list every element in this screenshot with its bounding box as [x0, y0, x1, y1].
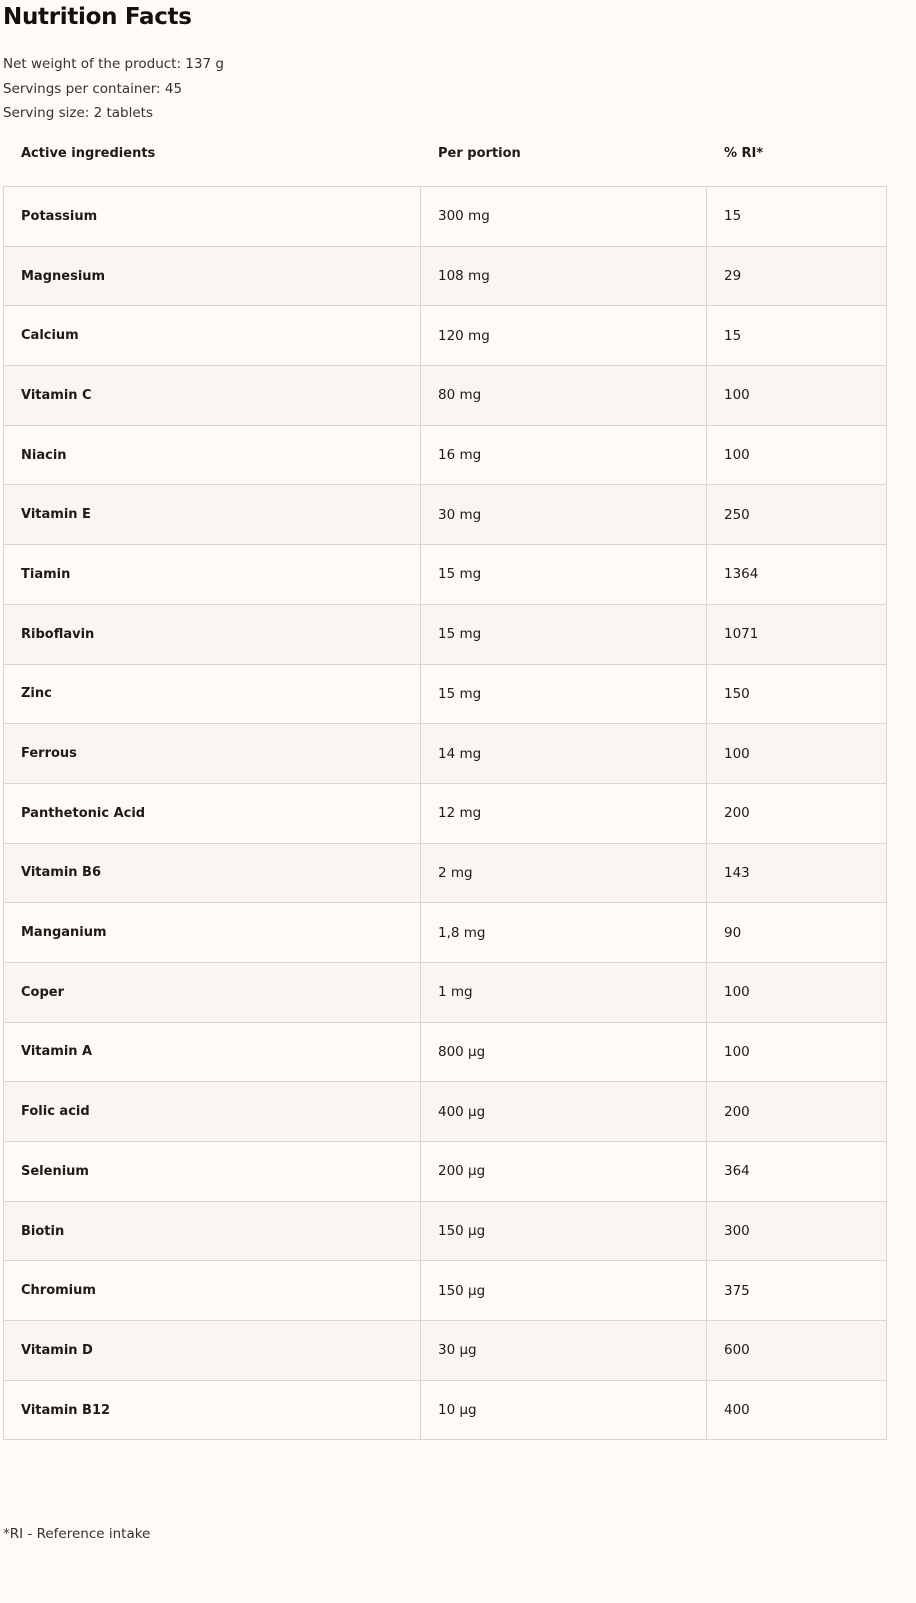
ri-cell: 15	[706, 305, 887, 367]
per-portion-cell: 150 µg	[420, 1260, 707, 1322]
per-portion-cell: 15 mg	[420, 544, 707, 605]
nutrition-table: Potassium 300 mg 15 Magnesium 108 mg 29 Calciu…	[3, 186, 887, 1441]
per-portion-cell: 10 µg	[420, 1379, 707, 1441]
table-row: Potassium 300 mg 15	[3, 186, 887, 247]
ingredient-cell: Coper	[3, 961, 421, 1023]
per-portion-cell: 14 mg	[420, 723, 707, 784]
ingredient-cell: Niacin	[3, 424, 421, 486]
ingredient-cell: Biotin	[3, 1200, 421, 1262]
ri-cell: 15	[706, 186, 887, 247]
per-portion-cell: 300 mg	[420, 186, 707, 247]
table-row: Chromium 150 µg 375	[3, 1260, 887, 1322]
ingredient-cell: Folic acid	[3, 1081, 421, 1142]
ingredient-cell: Vitamin A	[3, 1021, 421, 1083]
ri-cell: 100	[706, 424, 887, 486]
column-header-per-portion: Per portion	[438, 146, 521, 161]
table-row: Manganium 1,8 mg 90	[3, 902, 887, 963]
per-portion-cell: 30 µg	[420, 1320, 707, 1381]
table-row: Panthetonic Acid 12 mg 200	[3, 782, 887, 844]
ingredient-cell: Potassium	[3, 186, 421, 247]
ingredient-cell: Magnesium	[3, 245, 421, 307]
per-portion-cell: 15 mg	[420, 663, 707, 725]
table-row: Vitamin B6 2 mg 143	[3, 842, 887, 904]
ingredient-cell: Vitamin B6	[3, 842, 421, 904]
ingredient-cell: Calcium	[3, 305, 421, 367]
table-row: Niacin 16 mg 100	[3, 424, 887, 486]
table-row: Vitamin E 30 mg 250	[3, 484, 887, 546]
table-row: Calcium 120 mg 15	[3, 305, 887, 367]
per-portion-cell: 1 mg	[420, 961, 707, 1023]
ri-cell: 143	[706, 842, 887, 904]
table-row: Vitamin C 80 mg 100	[3, 365, 887, 426]
per-portion-cell: 12 mg	[420, 782, 707, 844]
per-portion-cell: 108 mg	[420, 245, 707, 307]
per-portion-cell: 80 mg	[420, 365, 707, 426]
per-portion-cell: 800 µg	[420, 1021, 707, 1083]
table-row: Riboflavin 15 mg 1071	[3, 603, 887, 665]
table-row: Selenium 200 µg 364	[3, 1141, 887, 1202]
per-portion-cell: 1,8 mg	[420, 902, 707, 963]
ingredient-cell: Ferrous	[3, 723, 421, 784]
per-portion-cell: 200 µg	[420, 1141, 707, 1202]
ingredient-cell: Zinc	[3, 663, 421, 725]
ingredient-cell: Vitamin B12	[3, 1379, 421, 1441]
per-portion-cell: 30 mg	[420, 484, 707, 546]
ingredient-cell: Chromium	[3, 1260, 421, 1322]
column-header-ingredient: Active ingredients	[21, 146, 156, 161]
ri-cell: 200	[706, 1081, 887, 1142]
per-portion-cell: 16 mg	[420, 424, 707, 486]
per-portion-cell: 400 µg	[420, 1081, 707, 1142]
ri-cell: 300	[706, 1200, 887, 1262]
ingredient-cell: Vitamin D	[3, 1320, 421, 1381]
ingredient-cell: Riboflavin	[3, 603, 421, 665]
serving-size: Serving size: 2 tablets	[3, 105, 153, 121]
table-row: Zinc 15 mg 150	[3, 663, 887, 725]
ingredient-cell: Vitamin E	[3, 484, 421, 546]
ingredient-cell: Vitamin C	[3, 365, 421, 426]
ri-cell: 150	[706, 663, 887, 725]
table-row: Biotin 150 µg 300	[3, 1200, 887, 1262]
table-row: Tiamin 15 mg 1364	[3, 544, 887, 605]
ingredient-cell: Manganium	[3, 902, 421, 963]
table-row: Vitamin A 800 µg 100	[3, 1021, 887, 1083]
column-header-ri: % RI*	[724, 146, 764, 161]
ri-cell: 1364	[706, 544, 887, 605]
ri-cell: 100	[706, 961, 887, 1023]
ri-cell: 600	[706, 1320, 887, 1381]
table-row: Vitamin B12 10 µg 400	[3, 1379, 887, 1441]
ri-cell: 364	[706, 1141, 887, 1202]
table-row: Coper 1 mg 100	[3, 961, 887, 1023]
ingredient-cell: Selenium	[3, 1141, 421, 1202]
footnote: *RI - Reference intake	[3, 1526, 151, 1542]
ri-cell: 100	[706, 1021, 887, 1083]
ri-cell: 90	[706, 902, 887, 963]
ri-cell: 1071	[706, 603, 887, 665]
table-row: Magnesium 108 mg 29	[3, 245, 887, 307]
per-portion-cell: 15 mg	[420, 603, 707, 665]
ri-cell: 375	[706, 1260, 887, 1322]
ri-cell: 400	[706, 1379, 887, 1441]
ri-cell: 29	[706, 245, 887, 307]
per-portion-cell: 150 µg	[420, 1200, 707, 1262]
per-portion-cell: 2 mg	[420, 842, 707, 904]
page-title: Nutrition Facts	[3, 4, 192, 30]
ri-cell: 250	[706, 484, 887, 546]
net-weight: Net weight of the product: 137 g	[3, 56, 224, 72]
ingredient-cell: Panthetonic Acid	[3, 782, 421, 844]
ri-cell: 200	[706, 782, 887, 844]
table-row: Ferrous 14 mg 100	[3, 723, 887, 784]
ri-cell: 100	[706, 723, 887, 784]
table-row: Vitamin D 30 µg 600	[3, 1320, 887, 1381]
ingredient-cell: Tiamin	[3, 544, 421, 605]
per-portion-cell: 120 mg	[420, 305, 707, 367]
servings-per-container: Servings per container: 45	[3, 81, 183, 97]
table-row: Folic acid 400 µg 200	[3, 1081, 887, 1142]
ri-cell: 100	[706, 365, 887, 426]
